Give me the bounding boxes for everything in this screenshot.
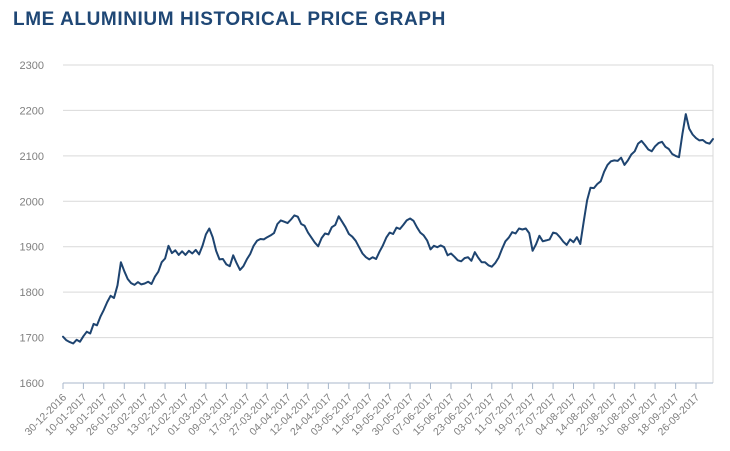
price-line (62, 113, 714, 345)
chart-title: LME ALUMINIUM HISTORICAL PRICE GRAPH (13, 9, 446, 30)
y-axis-label: 1800 (20, 287, 44, 299)
y-axis-label: 2300 (20, 60, 44, 72)
y-axis-label: 2200 (20, 105, 44, 117)
y-axis-label: 2100 (20, 151, 44, 163)
y-axis-label: 1900 (20, 242, 44, 254)
y-axis-label: 1700 (20, 333, 44, 345)
y-axis-label: 2000 (20, 196, 44, 208)
y-axis-label: 1600 (20, 378, 44, 390)
